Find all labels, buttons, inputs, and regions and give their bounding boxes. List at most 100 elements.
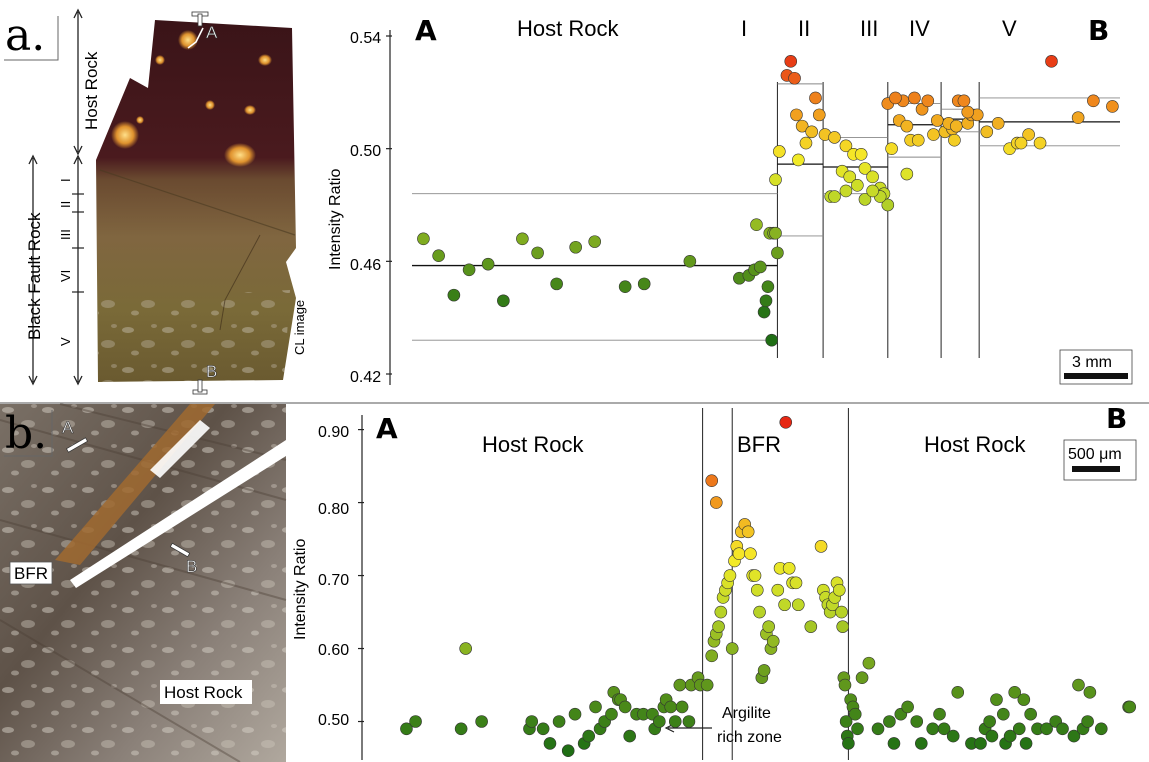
chart-b-scale-bar — [1072, 466, 1120, 472]
chart-b-zone-host-rock-right: Host Rock — [924, 432, 1026, 457]
chart-a-scale-bar — [1064, 373, 1128, 379]
chart-b-point-2 — [454, 722, 468, 736]
cl-image-a-label: A — [206, 23, 218, 42]
chart-b-point-110 — [951, 686, 965, 699]
chart-a-point-53 — [828, 190, 841, 203]
chart-b-left-end-label: A — [376, 412, 398, 445]
thin-section-marker-a — [65, 437, 89, 453]
chart-a-zone-v: V — [1002, 16, 1017, 41]
chart-b-point-106 — [926, 722, 939, 736]
chart-b-point-30 — [664, 700, 678, 714]
chart-a-zone-host-rock: Host Rock — [517, 16, 619, 41]
chart-b-point-89 — [838, 678, 852, 692]
thin-section-marker-b — [169, 542, 191, 558]
chart-b-point-123 — [1019, 737, 1033, 750]
chart-a-left-end-label: A — [415, 14, 437, 47]
panel-a-label-bracket — [4, 16, 59, 61]
chart-a-point-83 — [980, 125, 994, 139]
chart-b-point-66 — [771, 583, 785, 597]
chart-a-right-end-label: B — [1088, 14, 1109, 47]
chart-b-point-92 — [842, 737, 855, 750]
chart-b-point-63 — [762, 620, 775, 633]
chart-b-point-85 — [832, 583, 846, 597]
chart-b-point-99 — [871, 722, 885, 736]
chart-b-zone-bfr: BFR — [737, 432, 781, 457]
chart-a-zone-iv: IV — [909, 16, 930, 41]
panel-b-label-bracket — [4, 410, 53, 457]
chart-a-point-55 — [858, 193, 872, 206]
chart-a-point-10 — [588, 235, 602, 248]
chart-b-point-32 — [673, 678, 687, 692]
chart-b-point-98 — [862, 656, 876, 670]
chart-b-point-9 — [552, 715, 566, 728]
chart-a-zone-iii: III — [860, 16, 878, 41]
chart-a-zone-ii: II — [798, 16, 810, 41]
chart-b-point-104 — [910, 715, 924, 728]
chart-b-ytick-4: 0.90 — [318, 424, 349, 441]
zone-mark-v: V — [58, 337, 73, 346]
chart-a-point-36 — [805, 125, 818, 139]
chart-a-point-28 — [773, 145, 786, 158]
chart-b-point-4 — [475, 715, 488, 728]
panel-a-side-arrows — [28, 8, 84, 386]
chart-a-point-89 — [1045, 55, 1058, 68]
chart-b-point-47 — [723, 569, 737, 582]
chart-a-point-88 — [1033, 136, 1047, 150]
chart-a-point-19 — [757, 305, 771, 319]
chart-a-point-62 — [908, 91, 921, 105]
chart-b-point-8 — [543, 737, 557, 750]
chart-a-point-5 — [497, 294, 510, 308]
chart-a-point-27 — [769, 173, 782, 186]
chart-a-point-31 — [788, 71, 801, 85]
chart-b-point-69 — [782, 561, 796, 575]
chart-a-zone-i: I — [741, 16, 747, 41]
chart-b-point-77 — [814, 540, 828, 553]
chart-b-point-7 — [536, 722, 550, 736]
chart-a-ytick-1: 0.46 — [350, 257, 381, 274]
chart-a-point-21 — [761, 280, 775, 293]
chart-b-scale-box — [1063, 439, 1137, 481]
thin-section-bfr-label: BFR — [14, 564, 48, 583]
chart-b-ytick-0: 0.50 — [318, 712, 349, 729]
chart-b-point-10 — [561, 744, 575, 758]
chart-b: Intensity Ratio 0.50 0.60 0.70 0.80 0.90… — [292, 402, 1137, 760]
chart-b-point-105 — [915, 737, 928, 750]
chart-b-point-59 — [753, 605, 766, 619]
chart-b-point-57 — [748, 569, 762, 582]
chart-b-point-21 — [618, 700, 632, 714]
chart-a-point-13 — [683, 255, 697, 268]
chart-a-point-9 — [569, 240, 582, 254]
chart-b-point-130 — [1072, 678, 1085, 692]
chart-b-point-121 — [1012, 722, 1026, 736]
chart-a-point-23 — [765, 333, 779, 347]
chart-a-point-54 — [839, 184, 853, 198]
chart-a-point-48 — [866, 170, 879, 184]
chart-a-point-4 — [481, 257, 495, 271]
chart-a-point-35 — [799, 136, 813, 150]
chart-a-point-64 — [921, 94, 935, 108]
chart-b-point-76 — [804, 620, 818, 633]
chart-b-point-3 — [459, 642, 472, 655]
host-rock-photo-box — [160, 680, 252, 704]
chart-b-point-58 — [750, 583, 764, 597]
chart-b-point-61 — [757, 664, 771, 677]
chart-a-point-18 — [753, 260, 767, 274]
chart-b-point-133 — [1083, 686, 1097, 699]
host-rock-side-label: Host Rock — [82, 51, 101, 130]
chart-a: Intensity Ratio 0.42 0.46 0.50 0.54 A B … — [327, 14, 1133, 386]
chart-a-point-25 — [769, 226, 782, 240]
zone-mark-iii: III — [58, 229, 73, 240]
chart-b-point-103 — [901, 700, 914, 714]
chart-a-point-6 — [516, 232, 529, 246]
chart-b-y-label: Intensity Ratio — [292, 539, 309, 640]
chart-b-point-74 — [705, 474, 719, 487]
chart-b-point-96 — [851, 722, 864, 736]
chart-a-point-17 — [750, 218, 763, 232]
chart-b-point-101 — [887, 737, 901, 750]
thin-section-a-label: A — [62, 418, 74, 437]
chart-a-point-91 — [1087, 94, 1100, 108]
chart-a-point-34 — [795, 119, 809, 133]
chart-a-point-92 — [1106, 100, 1119, 113]
chart-b-ytick-2: 0.70 — [318, 572, 349, 589]
chart-b-ytick-3: 0.80 — [318, 501, 349, 518]
